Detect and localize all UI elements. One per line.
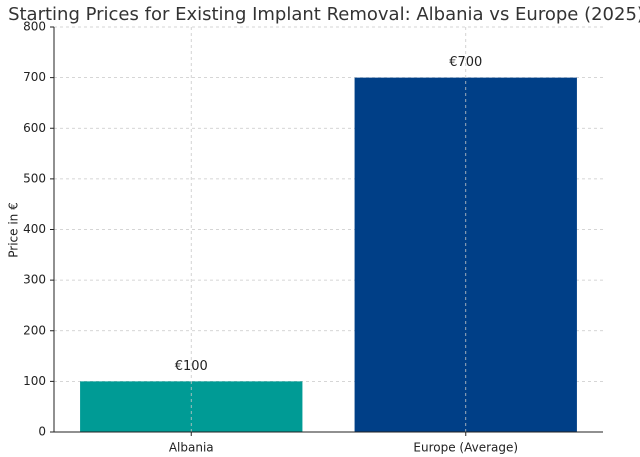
y-tick-label: 400 (23, 222, 46, 236)
x-tick-label: Europe (Average) (413, 441, 518, 455)
y-tick-label: 600 (23, 121, 46, 135)
value-label: €100 (175, 359, 208, 374)
value-label: €700 (449, 55, 482, 70)
y-tick-label: 800 (23, 20, 46, 34)
y-tick-label: 0 (38, 425, 46, 439)
y-tick-label: 200 (23, 323, 46, 337)
y-tick-label: 500 (23, 171, 46, 185)
x-tick-label: Albania (169, 441, 214, 455)
y-tick-label: 100 (23, 374, 46, 388)
y-tick-label: 700 (23, 70, 46, 84)
y-tick-label: 300 (23, 273, 46, 287)
chart-title: Starting Prices for Existing Implant Rem… (8, 4, 640, 25)
y-axis-label: Price in € (7, 202, 21, 257)
